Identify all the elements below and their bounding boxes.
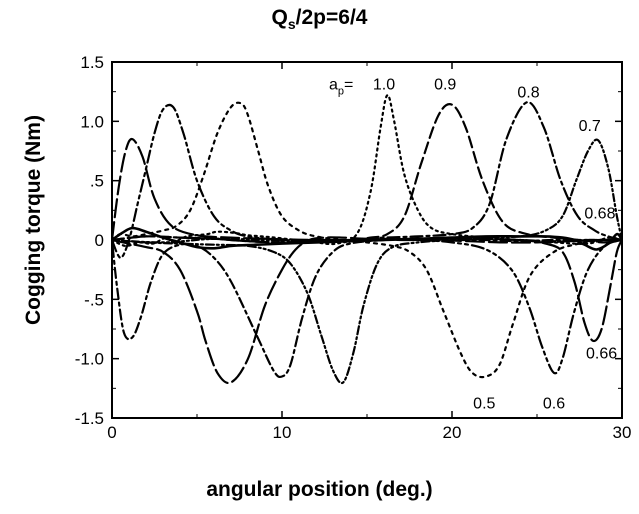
series-line-0-6 [112, 103, 622, 375]
series-line-0-7 [112, 138, 622, 244]
series-label-0-68: 0.68 [584, 206, 615, 223]
series-label-0-7: 0.7 [579, 118, 601, 135]
y-tick-label: 0 [95, 231, 104, 250]
x-tick-label: 20 [443, 423, 462, 442]
y-tick-label: -.5 [84, 290, 104, 309]
series-line-0-4 [112, 236, 622, 385]
series-line-0-8 [112, 101, 622, 244]
y-tick-label: -1.0 [75, 350, 104, 369]
y-tick-label: 1.5 [80, 53, 104, 72]
y-axis-label: Cogging torque (Nm) [22, 115, 45, 325]
series-line-0-3 [112, 237, 622, 379]
x-axis-label: angular position (deg.) [206, 478, 433, 501]
chart-title: Qs/2p=6/4 [271, 6, 368, 33]
y-tick-label: .5 [90, 172, 104, 191]
x-tick-label: 30 [613, 423, 632, 442]
series-label-prefix: ap= [329, 76, 353, 97]
y-tick-label: -1.5 [75, 409, 104, 428]
series-line-0-2 [112, 237, 622, 385]
series-label-0-9: 0.9 [434, 76, 456, 93]
series-label-1-0: 1.0 [373, 76, 395, 93]
x-tick-label: 0 [107, 423, 116, 442]
y-tick-label: 1.0 [80, 112, 104, 131]
series-line-0-5 [112, 101, 622, 379]
annotation-0-6: 0.6 [543, 396, 565, 413]
series-label-0-8: 0.8 [517, 85, 539, 102]
annotation-0-5: 0.5 [473, 396, 495, 413]
series-line-0-9 [112, 103, 622, 244]
series-line-1-0 [112, 94, 622, 248]
series-label-0-66: 0.66 [586, 346, 617, 363]
x-tick-label: 10 [273, 423, 292, 442]
